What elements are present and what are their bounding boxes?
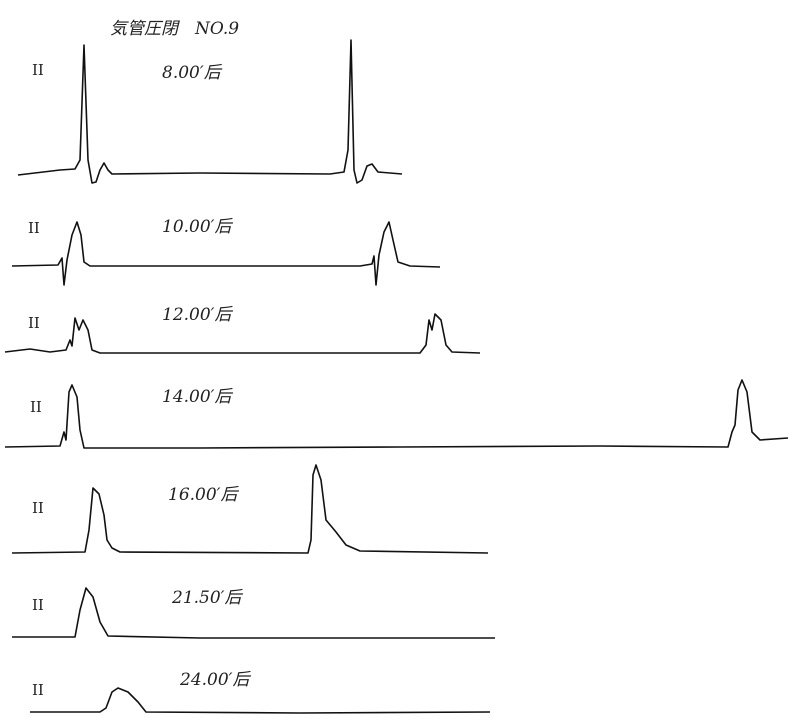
figure: 気管圧閉 NO.9 II 8.00′后 II 10.00′后 II 12.00′… (0, 0, 789, 718)
lead-label: II (32, 61, 44, 79)
lead-label: II (28, 219, 40, 237)
time-label: 10.00′后 (162, 217, 234, 237)
trace (12, 465, 488, 553)
lead-label: II (32, 596, 44, 614)
lead-label: II (32, 681, 44, 699)
time-label: 21.50′后 (171, 588, 244, 608)
trace (18, 40, 402, 183)
time-label: 12.00′后 (162, 305, 234, 325)
time-label: 24.00′后 (179, 670, 252, 690)
trace (5, 380, 788, 448)
trace (12, 588, 495, 638)
lead-label: II (30, 398, 42, 416)
trace (5, 314, 480, 353)
time-label: 16.00′后 (168, 485, 240, 505)
time-label: 8.00′后 (162, 63, 223, 83)
trace (30, 688, 490, 713)
lead-label: II (32, 499, 44, 517)
time-label: 14.00′后 (162, 387, 234, 407)
title: 気管圧閉 NO.9 (110, 19, 239, 39)
lead-label: II (28, 314, 40, 332)
